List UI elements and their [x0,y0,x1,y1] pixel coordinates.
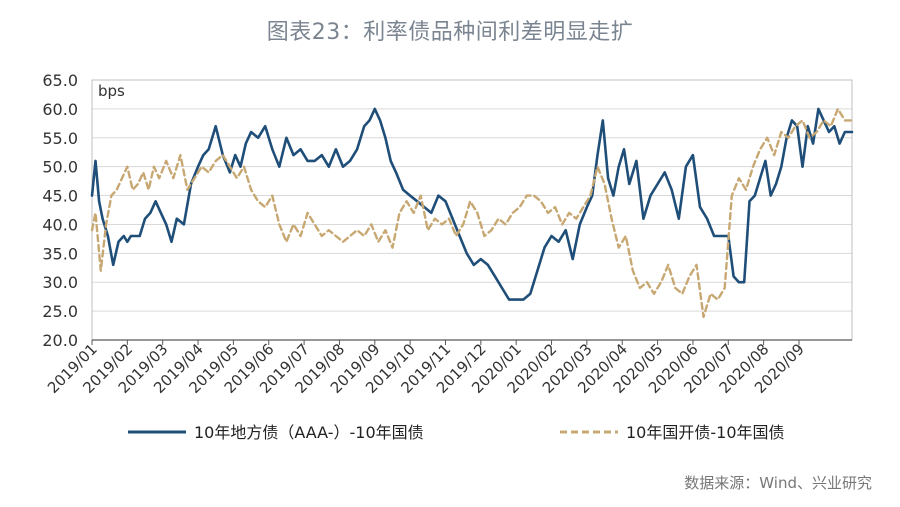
y-axis-unit-label: bps [98,82,125,100]
y-tick-label: 35.0 [42,244,78,263]
y-tick-label: 30.0 [42,273,78,292]
y-tick-label: 65.0 [42,71,78,90]
legend: 10年地方债（AAA-）-10年国债 10年国开债-10年国债 [128,423,785,442]
source-note: 数据来源：Wind、兴业研究 [684,474,872,492]
y-tick-label: 25.0 [42,302,78,321]
y-tick-label: 55.0 [42,129,78,148]
series-lines [90,107,854,319]
series-line-cdb-bond [90,107,854,319]
legend-label-cdb-bond: 10年国开债-10年国债 [626,423,785,442]
x-tick-labels: 2019/012019/022019/032019/042019/052019/… [44,340,808,397]
y-tick-label: 50.0 [42,158,78,177]
y-tick-label: 60.0 [42,100,78,119]
axes: bps [91,79,853,345]
y-tick-label: 45.0 [42,187,78,206]
legend-label-local-gov-bond: 10年地方债（AAA-）-10年国债 [194,423,424,442]
gridlines [92,79,852,312]
series-line-local-gov-bond [90,107,854,301]
y-tick-label: 40.0 [42,215,78,234]
chart-title: 图表23：利率债品种间利差明显走扩 [266,20,634,45]
y-tick-label: 20.0 [42,331,78,350]
plot-frame [91,79,853,341]
y-tick-labels: 65.0 60.0 55.0 50.0 45.0 40.0 35.0 30.0 25.0 20.0 [42,71,78,350]
